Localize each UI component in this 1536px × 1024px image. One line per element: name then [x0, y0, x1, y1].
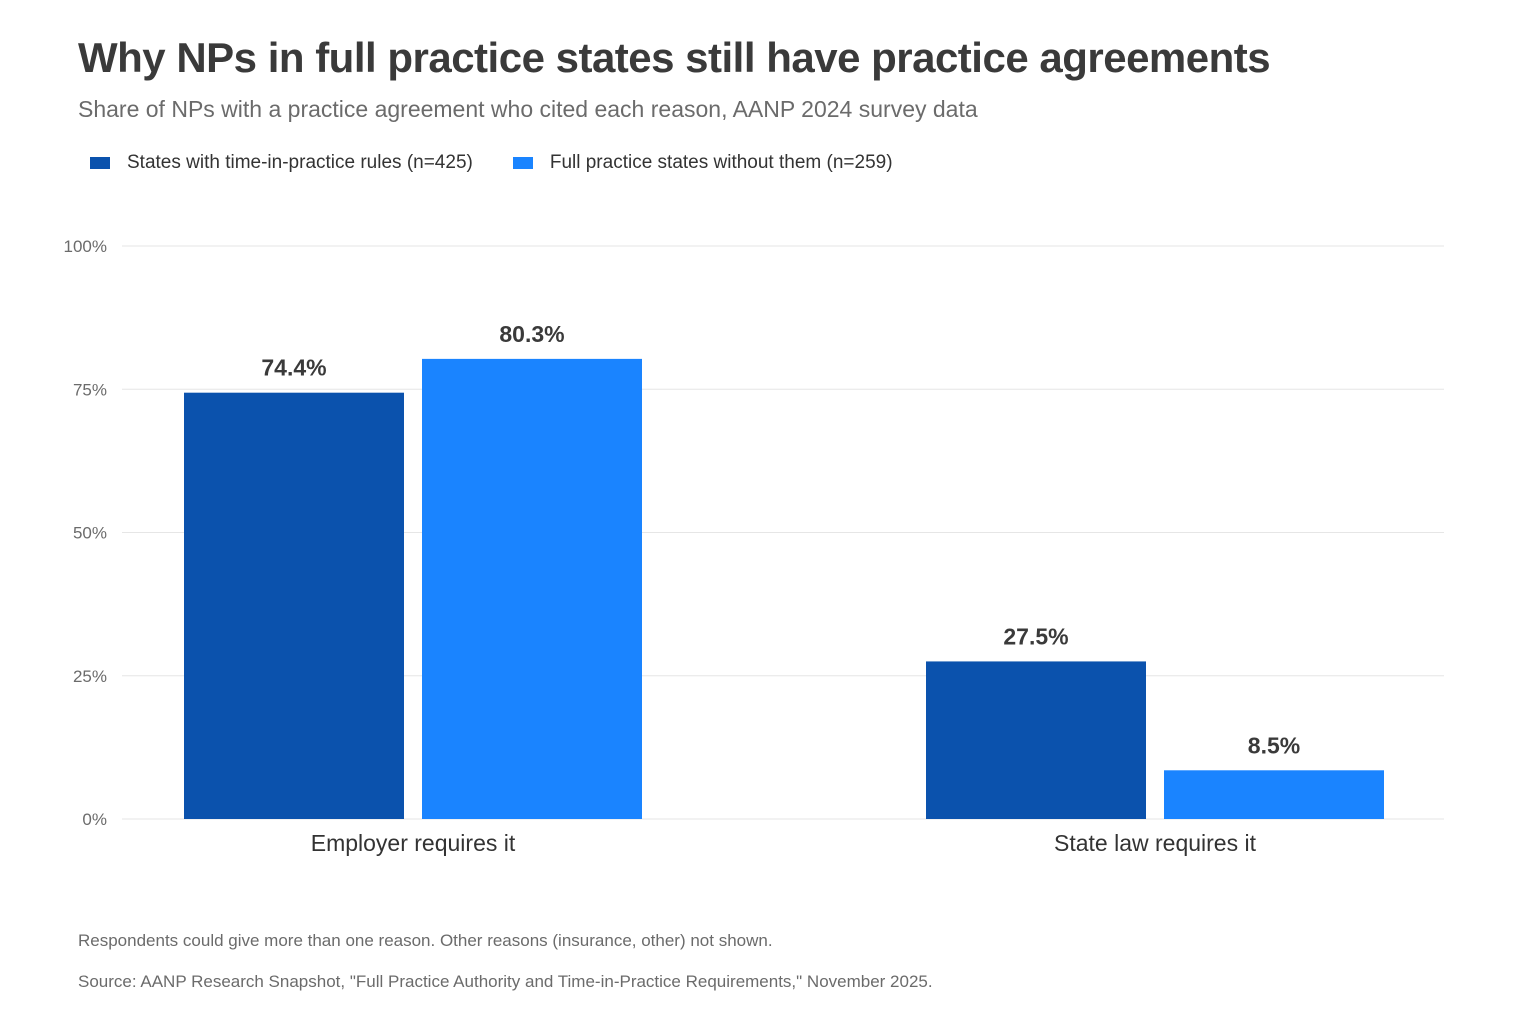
- legend-swatch-series-2: [512, 157, 533, 169]
- source-note: Source: AANP Research Snapshot, "Full Pr…: [78, 972, 933, 991]
- y-tick-label: 50%: [73, 524, 107, 543]
- legend-swatch-series-1: [90, 157, 110, 169]
- bar: [1164, 770, 1384, 819]
- legend: States with time-in-practice rules (n=42…: [90, 152, 933, 174]
- bar: [926, 661, 1146, 819]
- y-tick-label: 100%: [64, 237, 107, 256]
- bar: [422, 358, 642, 819]
- data-label: 80.3%: [499, 321, 564, 347]
- x-tick-label: Employer requires it: [311, 830, 516, 856]
- legend-label-series-2: Full practice states without them (n=259…: [549, 152, 893, 173]
- x-tick-label: State law requires it: [1054, 830, 1257, 856]
- legend-item-series-2: Full practice states without them (n=259…: [512, 152, 893, 174]
- chart-subtitle: Share of NPs with a practice agreement w…: [78, 96, 978, 122]
- data-label: 74.4%: [261, 355, 326, 381]
- legend-item-series-1: States with time-in-practice rules (n=42…: [90, 152, 473, 174]
- bar: [184, 392, 404, 819]
- footnote: Respondents could give more than one rea…: [78, 931, 773, 950]
- bar-chart: 0% 25% 50% 75% 100% 74.4% 80.3% Employer requir…: [64, 237, 1444, 856]
- legend-label-series-1: States with time-in-practice rules (n=42…: [127, 152, 473, 173]
- chart-title: Why NPs in full practice states still ha…: [78, 34, 1271, 81]
- y-tick-label: 75%: [73, 380, 107, 399]
- y-tick-label: 25%: [73, 667, 107, 686]
- data-label: 27.5%: [1003, 623, 1068, 649]
- data-label: 8.5%: [1248, 732, 1300, 758]
- y-tick-label: 0%: [82, 810, 107, 829]
